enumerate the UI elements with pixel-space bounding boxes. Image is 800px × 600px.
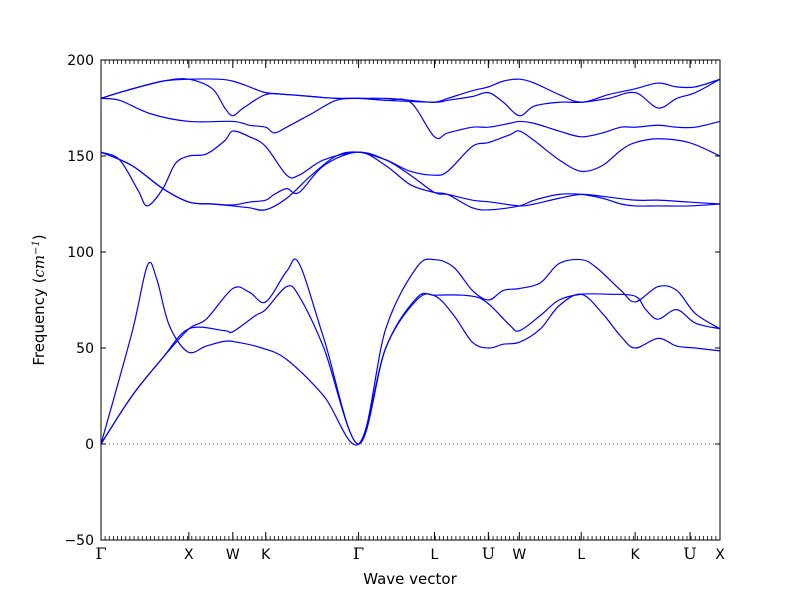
y-tick-label: 0 [85,437,94,453]
y-tick-labels: −50 0 50 100 150 200 [64,53,94,549]
x-tick-label: W [226,547,240,563]
plot-frame [100,59,721,541]
x-tick-label: W [512,547,526,563]
x-tick-label: Γ [95,544,106,563]
x-tick-label: L [431,547,439,563]
x-tick-label: K [631,547,641,563]
y-tick-label: 50 [76,341,94,357]
x-tick-label: U [482,544,495,563]
phonon-branch-2 [100,285,721,445]
x-tick-label: X [715,547,725,563]
x-tick-label: Γ [353,544,364,563]
phonon-branch-6 [100,130,721,211]
x-tick-label: X [184,547,194,563]
y-tick-label: −50 [64,533,94,549]
dispersion-curves [100,78,721,446]
phonon-branch-3 [100,258,721,445]
phonon-branch-7 [100,97,721,140]
plot-background [101,60,720,540]
y-tick-label: 100 [67,245,94,261]
y-tick-label: 200 [67,53,94,69]
x-tick-label: U [683,544,696,563]
x-tick-label: K [261,547,271,563]
phonon-branch-9 [100,78,721,103]
y-axis-title: Frequency (cm−1) [30,234,48,365]
x-tick-label: L [577,547,585,563]
x-axis-title: Wave vector [363,570,457,588]
y-tick-label: 150 [67,149,94,165]
